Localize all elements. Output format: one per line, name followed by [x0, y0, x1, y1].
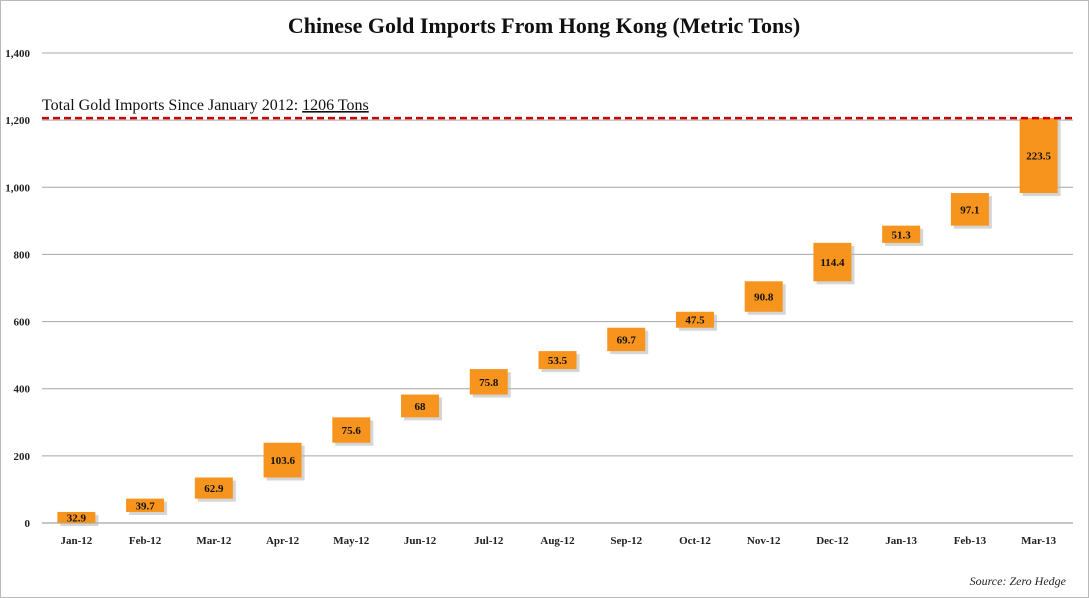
bar-value-label: 51.3 — [892, 229, 912, 241]
bar — [469, 369, 508, 395]
x-tick-label: Jul-12 — [474, 535, 504, 547]
bar-value-label: 114.4 — [820, 257, 845, 269]
y-tick-label: 0 — [25, 518, 31, 530]
bar — [401, 394, 440, 418]
bar-value-label: 75.6 — [342, 425, 362, 437]
bar — [744, 281, 783, 312]
x-tick-label: Dec-12 — [816, 535, 849, 547]
x-tick-label: Jun-12 — [404, 535, 437, 547]
x-tick-label: Mar-12 — [196, 535, 232, 547]
x-tick-label: Mar-13 — [1021, 535, 1057, 547]
y-tick-label: 800 — [14, 249, 31, 261]
x-tick-label: Feb-13 — [954, 535, 987, 547]
bar — [263, 442, 302, 478]
bar-value-label: 90.8 — [754, 292, 774, 304]
bar-value-label: 68 — [415, 401, 427, 413]
bar — [332, 417, 371, 443]
y-axis-ticks: 0 200 400 600 800 1,000 1,200 1,400 — [5, 48, 30, 530]
total-annotation-value: 1206 Tons — [302, 97, 369, 114]
x-tick-label: Apr-12 — [266, 535, 300, 547]
bar-value-label: 53.5 — [548, 355, 568, 367]
total-annotation: Total Gold Imports Since January 2012: 1… — [42, 97, 369, 114]
bar-value-label: 47.5 — [685, 315, 705, 327]
y-tick-label: 400 — [14, 384, 31, 396]
x-tick-label: Sep-12 — [610, 535, 642, 547]
chart-title: Chinese Gold Imports From Hong Kong (Met… — [288, 13, 800, 38]
bar — [57, 511, 96, 523]
x-tick-label: May-12 — [333, 535, 370, 547]
y-tick-label: 200 — [14, 451, 31, 463]
y-tick-label: 1,400 — [5, 48, 30, 60]
bar-value-label: 39.7 — [135, 500, 155, 512]
bar-value-label: 32.9 — [67, 512, 87, 524]
x-axis-labels: Jan-12 Feb-12 Mar-12 Apr-12 May-12 Jun-12 Jul-… — [60, 535, 1056, 547]
gridlines — [42, 52, 1073, 524]
bar — [607, 327, 646, 352]
bar-value-label: 75.8 — [479, 377, 499, 389]
bar-value-label: 97.1 — [960, 204, 979, 216]
bar — [675, 311, 714, 328]
bar-value-label: 69.7 — [617, 334, 637, 346]
bar-value-label: 62.9 — [204, 483, 224, 495]
bar-value-label: 223.5 — [1026, 151, 1051, 163]
bar-value-label: 103.6 — [270, 455, 295, 467]
x-tick-label: Oct-12 — [679, 535, 711, 547]
x-tick-label: Nov-12 — [747, 535, 781, 547]
bar — [1019, 118, 1058, 194]
y-tick-label: 1,000 — [5, 182, 30, 194]
bar-labels: 32.9 39.7 62.9 103.6 75.6 68 75.8 53.5 69.7 47.5 9… — [67, 151, 1052, 525]
x-tick-label: Jan-13 — [885, 535, 917, 547]
bar — [194, 477, 233, 499]
bar — [126, 498, 165, 512]
source-note: Source: Zero Hedge — [970, 574, 1067, 588]
bar — [538, 351, 577, 370]
y-tick-label: 600 — [14, 317, 31, 329]
total-annotation-prefix: Total Gold Imports Since January 2012: — [42, 97, 302, 114]
bar — [813, 242, 852, 282]
bar — [950, 193, 989, 226]
bars — [57, 118, 1061, 526]
bar — [882, 225, 921, 243]
x-tick-label: Feb-12 — [129, 535, 162, 547]
y-tick-label: 1,200 — [5, 115, 30, 127]
x-tick-label: Jan-12 — [60, 535, 92, 547]
x-tick-label: Aug-12 — [540, 535, 575, 547]
